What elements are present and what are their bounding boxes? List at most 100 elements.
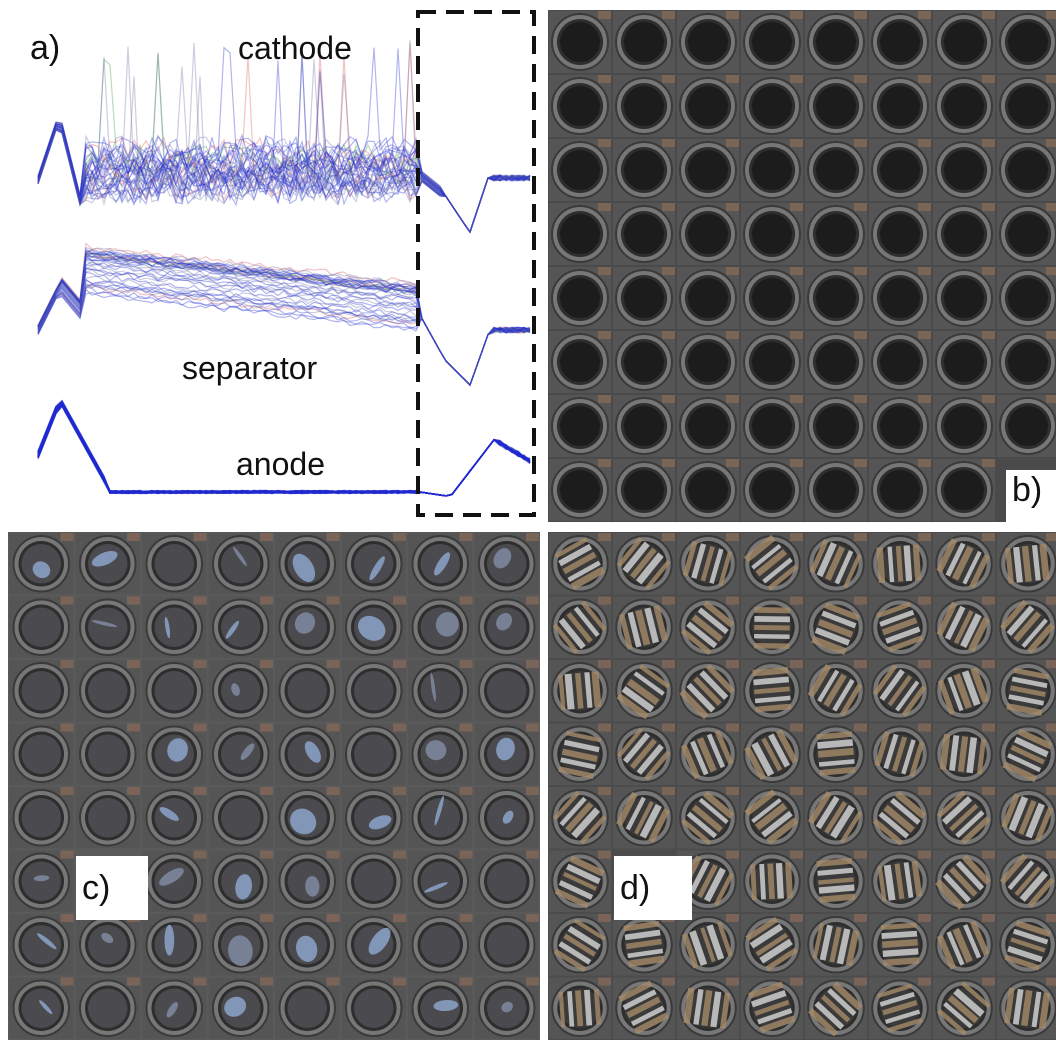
- separator-tile: [142, 914, 207, 976]
- anode-tile: [613, 914, 675, 976]
- separator-trace: [37, 267, 531, 387]
- anode-tile: [613, 723, 675, 785]
- separator-tile: [9, 723, 74, 785]
- separator-trace: [37, 251, 531, 387]
- anode-tile: [997, 533, 1056, 595]
- cathode-tile: [741, 395, 803, 457]
- cathode-trace: [37, 123, 531, 234]
- separator-trace: [37, 242, 531, 387]
- cathode-tile: [805, 267, 867, 329]
- separator-tile: [75, 533, 140, 595]
- cathode-tile: [677, 139, 739, 201]
- anode-tile: [933, 533, 995, 595]
- anode-trace: [37, 403, 531, 497]
- anode-tile: [741, 977, 803, 1039]
- cathode-tile: [933, 267, 995, 329]
- cathode-tile: [613, 331, 675, 393]
- cathode-trace: [37, 123, 531, 234]
- cathode-tile: [613, 459, 675, 521]
- anode-photo-grid: [549, 533, 1056, 1039]
- panel-d-label: d): [614, 856, 692, 920]
- separator-trace: [37, 259, 531, 387]
- cathode-trace: [37, 121, 531, 234]
- cathode-tile: [677, 11, 739, 73]
- cathode-tile: [741, 203, 803, 265]
- separator-tile: [474, 533, 539, 595]
- cathode-trace: [37, 127, 531, 234]
- separator-trace: [37, 246, 531, 387]
- separator-tile: [275, 723, 340, 785]
- anode-tile: [997, 723, 1056, 785]
- separator-tile: [9, 660, 74, 722]
- separator-tile: [474, 660, 539, 722]
- separator-trace: [37, 281, 531, 387]
- anode-tile: [997, 596, 1056, 658]
- anode-tile: [933, 850, 995, 912]
- anode-trace: [37, 404, 531, 497]
- anode-tile: [549, 660, 611, 722]
- anode-trace: [37, 399, 531, 497]
- cathode-tile: [741, 75, 803, 137]
- highlight-dashed-box: [416, 10, 536, 517]
- separator-tile: [408, 660, 473, 722]
- cathode-trace: [37, 127, 531, 234]
- separator-tile: [142, 723, 207, 785]
- anode-tile: [613, 596, 675, 658]
- cathode-tile: [869, 75, 931, 137]
- separator-tile: [474, 787, 539, 849]
- cathode-tile: [613, 203, 675, 265]
- anode-tile: [805, 533, 867, 595]
- separator-tile: [275, 977, 340, 1039]
- cathode-trace: [37, 128, 531, 234]
- cathode-trace: [37, 125, 531, 234]
- cathode-tile: [869, 331, 931, 393]
- anode-trace: [37, 402, 531, 497]
- separator-tile: [208, 533, 273, 595]
- cathode-tile: [805, 75, 867, 137]
- separator-tile: [275, 914, 340, 976]
- anode-tile: [869, 977, 931, 1039]
- separator-tile: [275, 787, 340, 849]
- cathode-tile: [933, 139, 995, 201]
- separator-tile: [9, 787, 74, 849]
- separator-trace: [37, 271, 531, 387]
- separator-trace: [37, 286, 531, 387]
- separator-tile: [408, 787, 473, 849]
- cathode-trace: [37, 127, 531, 234]
- anode-tile: [869, 787, 931, 849]
- cathode-tile: [805, 203, 867, 265]
- anode-tile: [933, 787, 995, 849]
- separator-trace: [37, 283, 531, 387]
- cathode-tile: [869, 11, 931, 73]
- separator-tile: [75, 660, 140, 722]
- separator-trace: [37, 261, 531, 387]
- separator-tile: [474, 850, 539, 912]
- separator-tile: [142, 533, 207, 595]
- cathode-trace: [37, 129, 531, 234]
- cathode-tile: [933, 11, 995, 73]
- cathode-tile: [869, 139, 931, 201]
- separator-tile: [208, 660, 273, 722]
- separator-tile: [75, 723, 140, 785]
- anode-trace: [37, 405, 531, 497]
- cathode-trace: [37, 127, 531, 234]
- separator-trace-label: separator: [182, 350, 318, 386]
- cathode-trace: [37, 46, 531, 234]
- trace-group: [37, 40, 531, 497]
- cathode-trace: [37, 129, 531, 234]
- cathode-tile: [997, 267, 1056, 329]
- separator-trace: [37, 248, 531, 387]
- cathode-tile: [997, 203, 1056, 265]
- anode-tile: [613, 977, 675, 1039]
- panel-a-waveforms: [0, 0, 545, 525]
- anode-tile: [549, 914, 611, 976]
- anode-tile: [933, 977, 995, 1039]
- anode-tile: [805, 596, 867, 658]
- anode-trace: [37, 400, 531, 497]
- separator-tile: [75, 787, 140, 849]
- cathode-trace: [37, 48, 531, 234]
- panel-c-label: c): [76, 856, 148, 920]
- cathode-trace: [37, 125, 531, 234]
- anode-tile: [805, 850, 867, 912]
- anode-tile: [741, 787, 803, 849]
